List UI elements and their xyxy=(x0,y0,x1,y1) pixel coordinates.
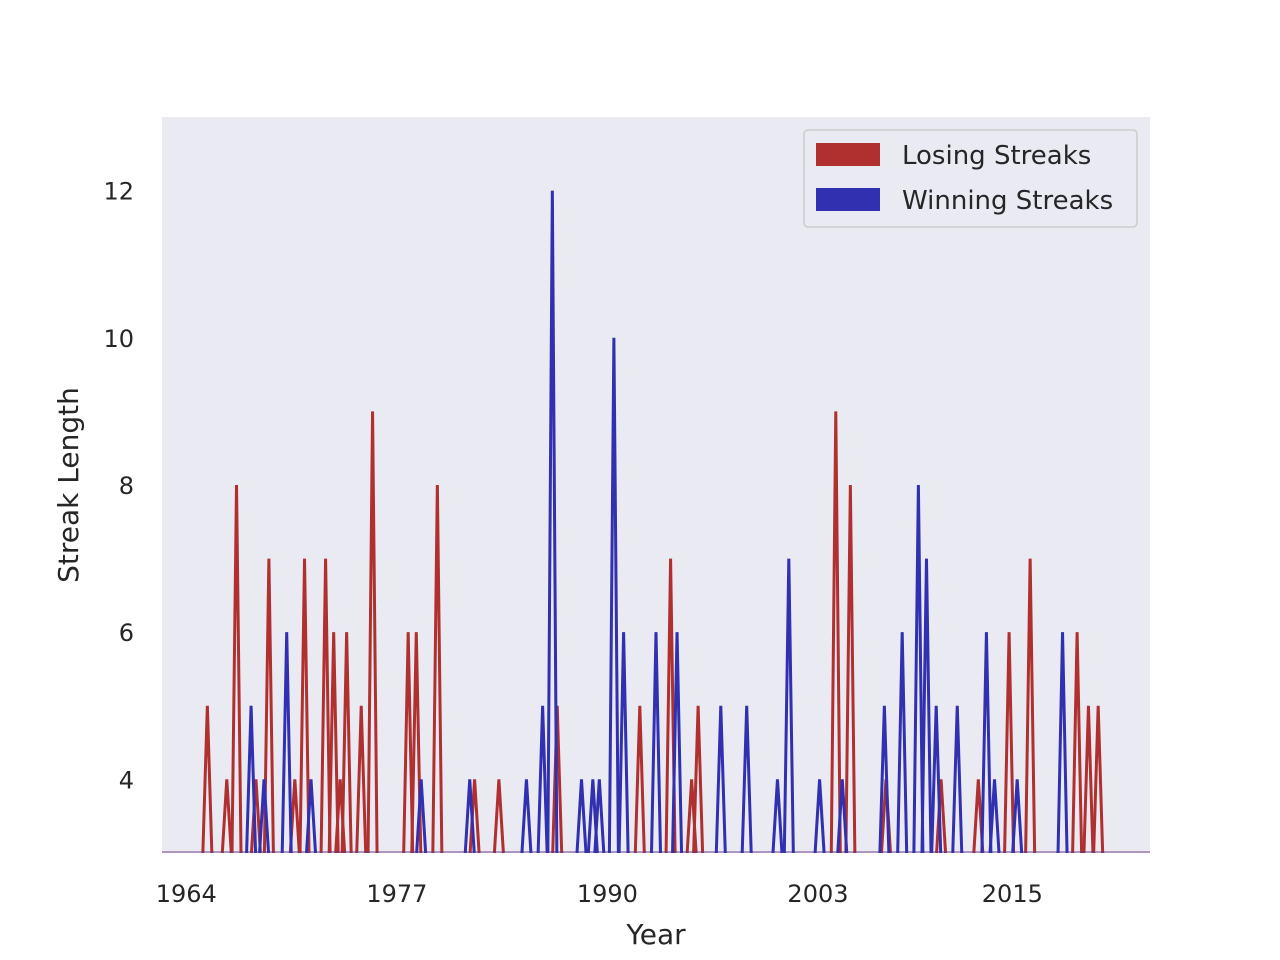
winning-streak-spike-0 xyxy=(245,705,258,854)
losing-streak-spike-23 xyxy=(829,411,842,854)
losing-streak-spike-10 xyxy=(340,632,353,854)
y-tick-label-1: 6 xyxy=(119,619,134,647)
losing-streak-spike-30 xyxy=(1071,632,1084,854)
winning-streak-spike-6 xyxy=(520,779,533,854)
winning-streak-spike-24 xyxy=(912,484,925,854)
y-axis-label: Streak Length xyxy=(52,387,85,583)
y-tick-label-4: 12 xyxy=(103,178,134,206)
losing-streak-spike-0 xyxy=(201,705,214,854)
losing-streak-spike-7 xyxy=(319,558,332,854)
x-tick-label-0: 1964 xyxy=(156,880,217,908)
x-axis-label: Year xyxy=(625,918,686,951)
winning-streak-spike-2 xyxy=(280,632,293,854)
winning-streak-spike-8 xyxy=(546,190,559,854)
winning-streak-spike-30 xyxy=(1011,779,1024,854)
losing-streak-spike-11 xyxy=(355,705,368,854)
x-tick-labels: 1964 1977 1990 2003 2015 xyxy=(156,880,1043,908)
winning-streak-spike-19 xyxy=(782,558,795,854)
winning-streak-spike-22 xyxy=(878,705,891,854)
losing-streak-spike-14 xyxy=(410,632,423,854)
winning-streak-spike-1 xyxy=(258,779,271,854)
losing-streak-spike-19 xyxy=(633,705,646,854)
losing-streak-spike-29 xyxy=(1024,558,1037,854)
legend-label-winning: Winning Streaks xyxy=(902,186,1113,216)
winning-streak-spike-9 xyxy=(575,779,588,854)
winning-streak-spike-31 xyxy=(1056,632,1069,854)
winning-streak-spike-14 xyxy=(650,632,662,854)
losing-streak-spike-4 xyxy=(262,558,275,854)
losing-streak-spike-8 xyxy=(327,632,340,854)
losing-streak-spike-17 xyxy=(492,779,505,854)
y-tick-labels: 4 6 8 10 12 xyxy=(103,178,134,795)
losing-streak-spike-15 xyxy=(431,484,444,854)
winning-streak-spike-23 xyxy=(896,632,909,854)
winning-streak-spike-12 xyxy=(607,337,620,854)
y-tick-label-0: 4 xyxy=(119,766,134,794)
losing-streak-spike-28 xyxy=(1003,632,1016,854)
winning-streak-spike-28 xyxy=(980,632,993,854)
winning-streak-spike-26 xyxy=(930,705,943,854)
y-tick-label-2: 8 xyxy=(119,472,134,500)
x-tick-label-1: 1977 xyxy=(366,880,427,908)
losing-streak-spike-6 xyxy=(298,558,311,854)
winning-streak-spike-15 xyxy=(671,632,684,854)
losing-streak-spike-2 xyxy=(230,484,243,854)
losing-streak-spike-13 xyxy=(402,632,415,854)
winning-streak-spike-27 xyxy=(951,705,964,854)
legend: Losing Streaks Winning Streaks xyxy=(803,129,1138,228)
winning-streak-spike-11 xyxy=(593,779,606,854)
losing-streak-spike-24 xyxy=(844,484,857,854)
winning-streak-spike-4 xyxy=(415,779,428,854)
winning-streak-spike-25 xyxy=(920,558,933,854)
losing-streak-spike-26 xyxy=(935,779,948,854)
winning-streak-spike-18 xyxy=(771,779,784,854)
winning-streak-spike-17 xyxy=(740,705,753,854)
winning-streak-spike-5 xyxy=(463,779,476,854)
legend-swatch-winning xyxy=(816,188,880,211)
losing-streak-spike-22 xyxy=(692,705,705,854)
x-tick-label-2: 1990 xyxy=(577,880,638,908)
winning-streak-spike-21 xyxy=(836,779,849,854)
winning-streak-spike-7 xyxy=(536,705,549,854)
winning-streak-spike-3 xyxy=(305,779,318,854)
legend-swatch-losing xyxy=(816,143,880,166)
losing-streak-spike-1 xyxy=(220,779,233,854)
legend-label-losing: Losing Streaks xyxy=(902,141,1091,171)
winning-streak-spike-16 xyxy=(714,705,727,854)
series-layer xyxy=(162,190,1150,854)
winning-streak-spike-20 xyxy=(813,779,826,854)
winning-streak-spike-29 xyxy=(988,779,1001,854)
losing-streak-spike-3 xyxy=(249,779,262,854)
x-tick-label-3: 2003 xyxy=(787,880,848,908)
y-tick-label-3: 10 xyxy=(103,325,134,353)
x-tick-label-4: 2015 xyxy=(982,880,1043,908)
losing-streak-spike-32 xyxy=(1092,705,1105,854)
winning-streak-spike-13 xyxy=(617,632,630,854)
legend-frame xyxy=(803,129,1138,228)
losing-streak-spike-31 xyxy=(1082,705,1095,854)
losing-streak-spike-12 xyxy=(366,411,379,854)
